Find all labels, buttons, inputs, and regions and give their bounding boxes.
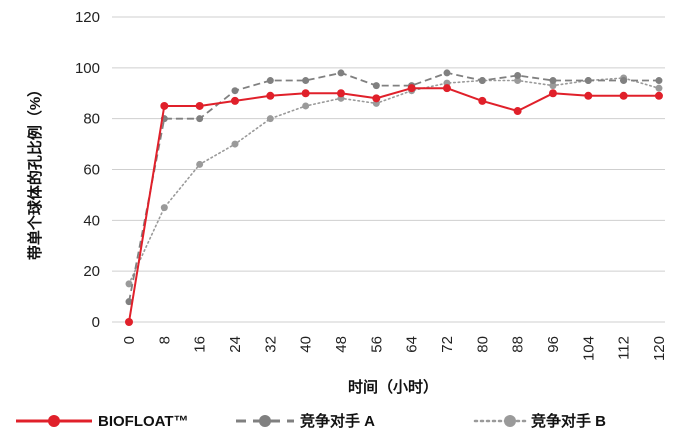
data-point bbox=[231, 87, 239, 95]
x-tick-label: 0 bbox=[121, 336, 138, 344]
y-tick-label: 120 bbox=[75, 9, 100, 26]
data-point bbox=[654, 91, 663, 100]
data-point bbox=[619, 91, 628, 100]
data-point bbox=[442, 84, 451, 93]
data-point bbox=[337, 69, 345, 77]
data-point bbox=[514, 77, 522, 85]
data-point bbox=[125, 298, 133, 306]
data-point bbox=[478, 96, 487, 105]
gridlines bbox=[112, 16, 665, 323]
x-tick-label: 72 bbox=[439, 336, 456, 353]
data-point bbox=[160, 204, 168, 212]
data-point bbox=[125, 318, 133, 326]
legend-swatch-marker bbox=[259, 415, 271, 427]
series-lines bbox=[125, 69, 663, 326]
data-point bbox=[407, 84, 416, 93]
data-point bbox=[372, 94, 381, 103]
data-point bbox=[302, 102, 310, 110]
data-point bbox=[266, 91, 275, 100]
x-tick-label: 56 bbox=[368, 336, 385, 353]
data-point bbox=[655, 77, 663, 85]
y-tick-label: 60 bbox=[83, 162, 100, 179]
y-tick-label: 80 bbox=[83, 111, 100, 128]
series-1 bbox=[125, 69, 663, 306]
legend-swatch-marker bbox=[48, 415, 60, 427]
series-0 bbox=[125, 84, 663, 326]
data-point bbox=[160, 101, 169, 110]
x-tick-label: 96 bbox=[545, 336, 562, 353]
data-point bbox=[196, 115, 204, 123]
data-point bbox=[302, 77, 310, 85]
y-tick-label: 20 bbox=[83, 263, 100, 280]
legend-item-2: 竞争对手 B bbox=[473, 412, 606, 430]
series-line bbox=[128, 87, 659, 323]
legend-label: 竞争对手 B bbox=[531, 412, 606, 430]
x-tick-label: 32 bbox=[262, 336, 279, 353]
data-point bbox=[549, 82, 557, 90]
x-axis-title: 时间（小时） bbox=[348, 378, 438, 396]
data-point bbox=[513, 107, 522, 116]
data-point bbox=[266, 115, 274, 123]
y-tick-label: 0 bbox=[92, 314, 100, 331]
legend: BIOFLOAT™ 竞争对手 A 竞争对手 B bbox=[16, 412, 606, 430]
data-point bbox=[301, 89, 310, 98]
y-tick-label: 100 bbox=[75, 60, 100, 77]
x-tick-label: 112 bbox=[616, 336, 633, 360]
y-axis-ticks: 0 20 40 60 80 100 120 bbox=[75, 9, 100, 331]
legend-item-0: BIOFLOAT™ bbox=[16, 413, 189, 430]
data-point bbox=[478, 77, 486, 85]
x-tick-label: 48 bbox=[333, 336, 350, 353]
x-tick-label: 24 bbox=[227, 336, 244, 353]
data-point bbox=[548, 89, 557, 98]
x-tick-label: 80 bbox=[474, 336, 491, 353]
data-point bbox=[549, 77, 557, 85]
data-point bbox=[230, 96, 239, 105]
x-tick-label: 8 bbox=[156, 336, 173, 344]
data-point bbox=[514, 71, 522, 79]
x-tick-label: 40 bbox=[298, 336, 315, 353]
x-tick-label: 120 bbox=[651, 336, 668, 361]
data-point bbox=[266, 77, 274, 85]
series-2 bbox=[125, 74, 663, 288]
data-point bbox=[372, 82, 380, 90]
data-point bbox=[584, 77, 592, 85]
data-point bbox=[336, 89, 345, 98]
x-tick-label: 104 bbox=[580, 336, 597, 361]
x-tick-label: 16 bbox=[192, 336, 209, 353]
legend-item-1: 竞争对手 A bbox=[236, 412, 375, 430]
legend-label: 竞争对手 A bbox=[300, 412, 375, 430]
data-point bbox=[231, 140, 239, 148]
x-tick-label: 64 bbox=[404, 336, 421, 353]
series-line bbox=[128, 72, 659, 302]
y-tick-label: 40 bbox=[83, 212, 100, 229]
data-point bbox=[196, 160, 204, 168]
x-axis-ticks: 0 8 16 24 32 40 48 56 64 72 80 88 96 104 112 120 bbox=[121, 336, 668, 361]
data-point bbox=[125, 280, 133, 288]
legend-label: BIOFLOAT™ bbox=[98, 413, 189, 430]
y-axis-title: 带单个球体的孔比例（%） bbox=[26, 82, 44, 260]
data-point bbox=[584, 91, 593, 100]
x-tick-label: 88 bbox=[510, 336, 527, 353]
data-point bbox=[443, 69, 451, 77]
legend-swatch-marker bbox=[504, 415, 516, 427]
series-line bbox=[128, 77, 660, 285]
data-point bbox=[620, 77, 628, 85]
data-point bbox=[195, 101, 204, 110]
data-point bbox=[655, 84, 663, 92]
